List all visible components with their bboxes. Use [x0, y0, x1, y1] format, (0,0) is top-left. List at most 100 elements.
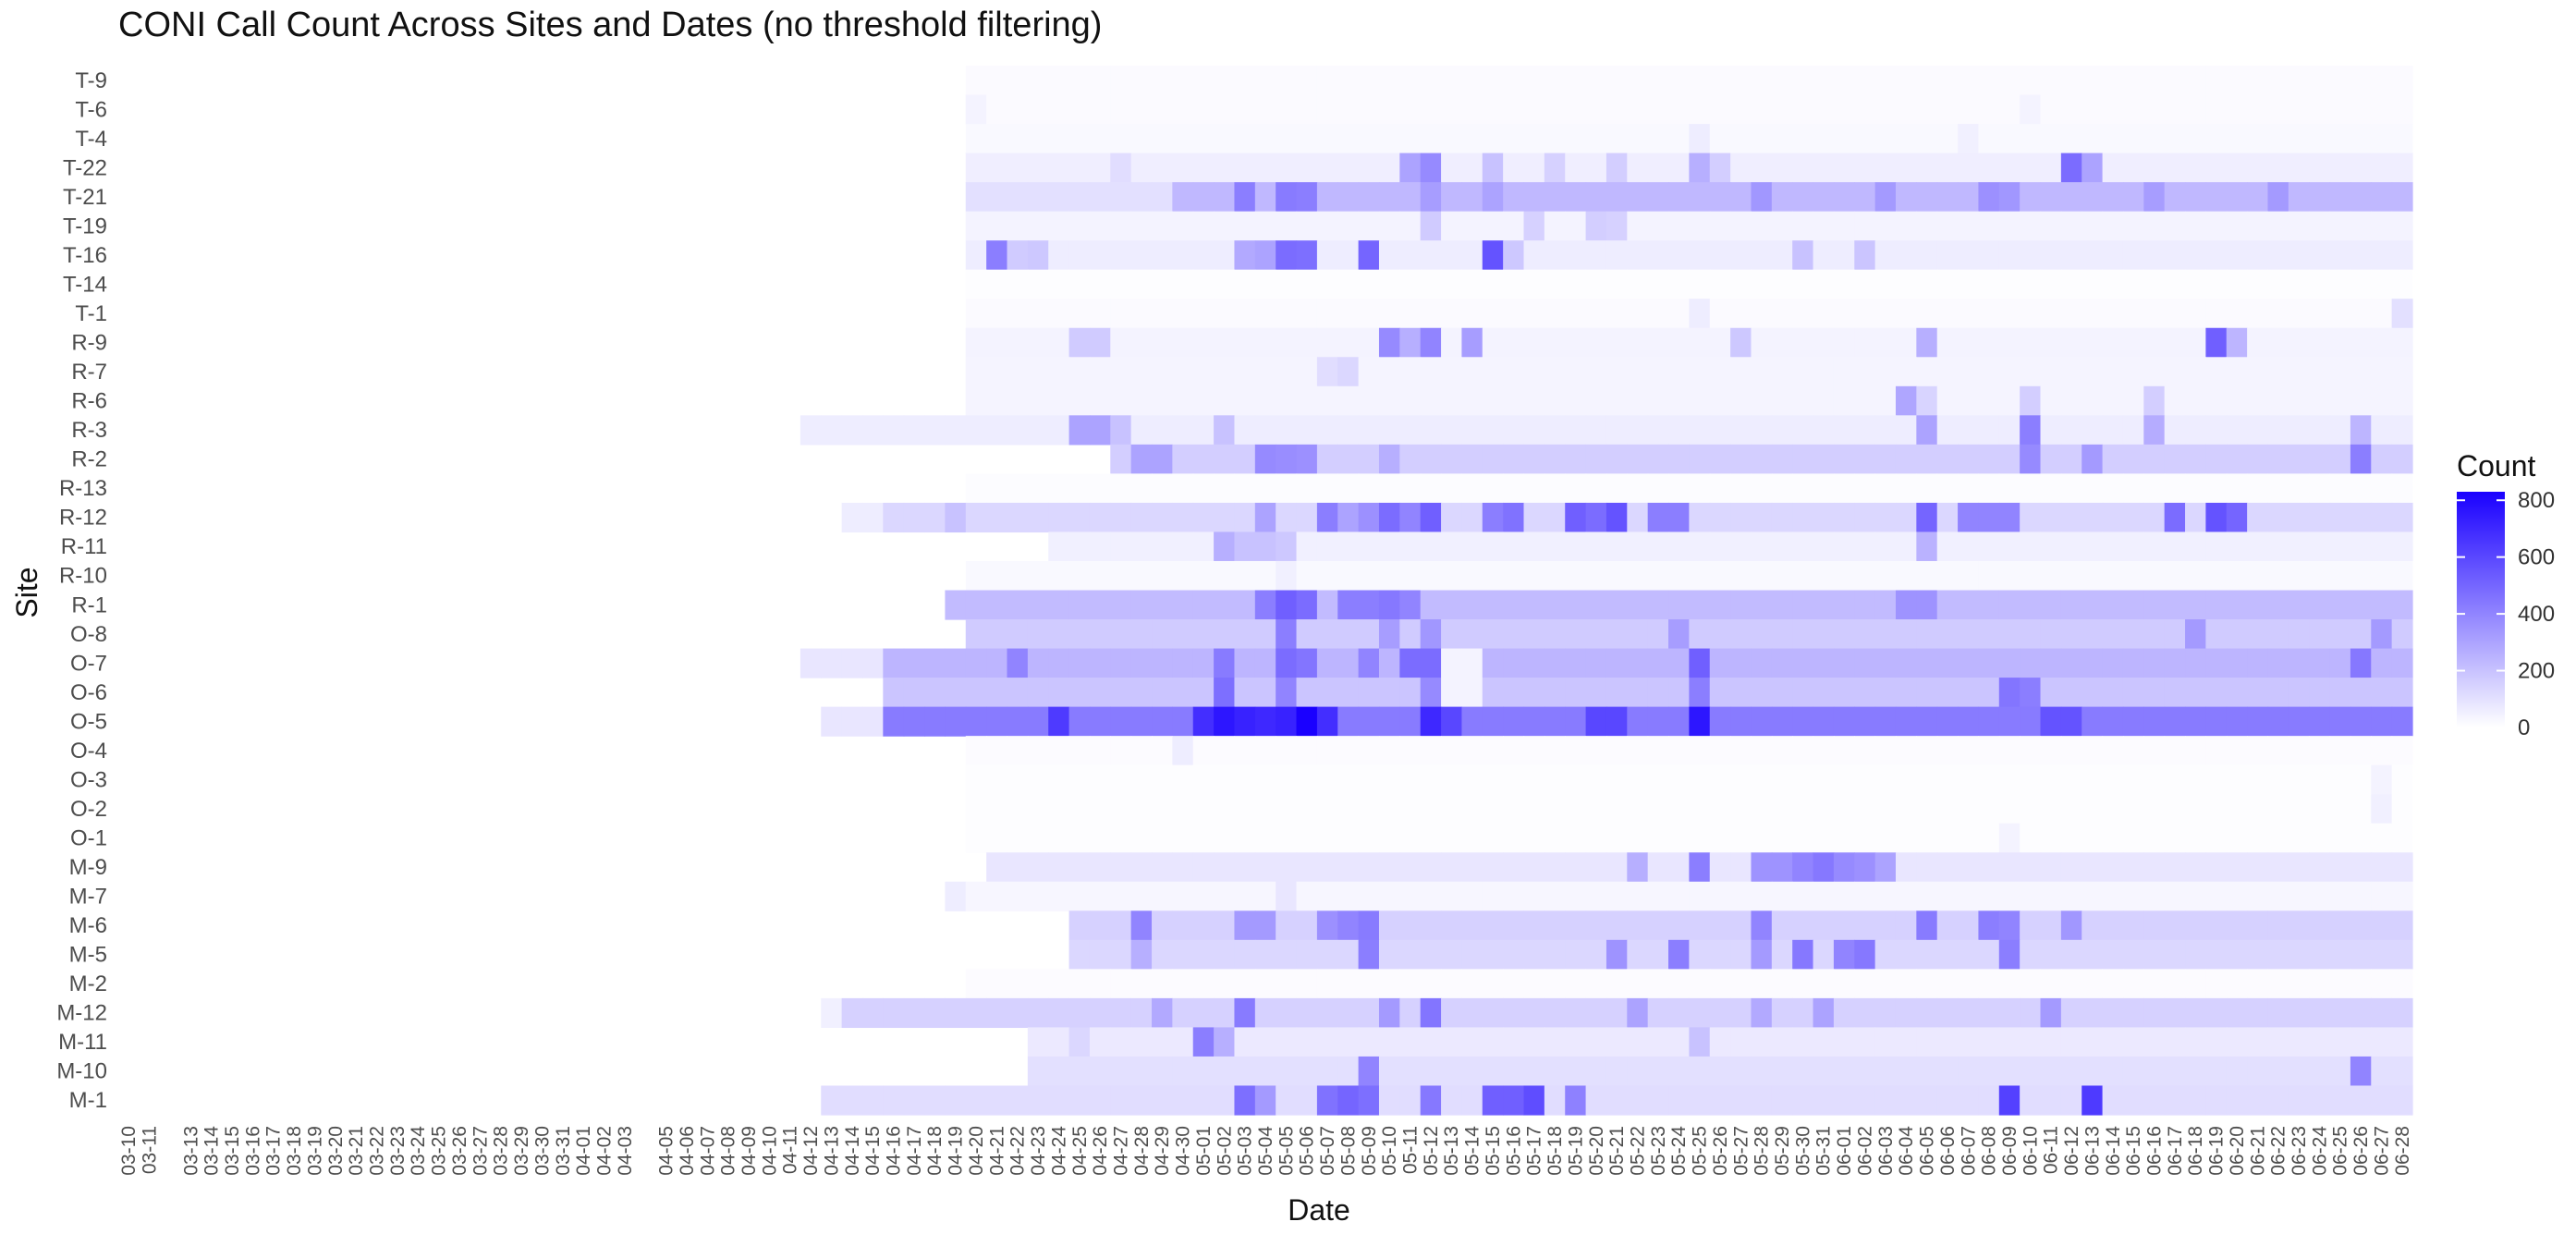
- heatmap-cell: [1483, 503, 1504, 532]
- heatmap-cell: [1276, 882, 1297, 911]
- heatmap-cell: [1916, 824, 1937, 853]
- heatmap-cell: [966, 824, 987, 853]
- heatmap-cell: [986, 969, 1007, 998]
- heatmap-cell: [1441, 736, 1462, 765]
- heatmap-cell: [2143, 969, 2165, 998]
- heatmap-cell: [1730, 357, 1752, 386]
- heatmap-cell: [1399, 299, 1421, 328]
- heatmap-cell: [1854, 619, 1875, 649]
- heatmap-cell: [1276, 1085, 1297, 1115]
- heatmap-cell: [2103, 1085, 2124, 1115]
- heatmap-cell: [2371, 182, 2392, 212]
- heatmap-cell: [1461, 561, 1483, 591]
- heatmap-cells: [800, 66, 2413, 1116]
- heatmap-cell: [2165, 240, 2186, 270]
- heatmap-cell: [1565, 591, 1586, 620]
- heatmap-cell: [1792, 765, 1813, 795]
- x-tick-label: 05-10: [1379, 1126, 1400, 1176]
- heatmap-cell: [1937, 794, 1959, 824]
- heatmap-cell: [1421, 212, 1442, 241]
- heatmap-cell: [2082, 707, 2103, 737]
- heatmap-cell: [1337, 124, 1359, 153]
- heatmap-cell: [1214, 415, 1235, 445]
- heatmap-cell: [1317, 182, 1338, 212]
- heatmap-cell: [2020, 591, 2041, 620]
- heatmap-cell: [1255, 824, 1276, 853]
- x-tick-label: 04-19: [946, 1126, 967, 1176]
- heatmap-cell: [2020, 1085, 2041, 1115]
- heatmap-cell: [1317, 415, 1338, 445]
- heatmap-cell: [1668, 998, 1690, 1028]
- heatmap-cell: [1441, 619, 1462, 649]
- heatmap-cell: [2103, 707, 2124, 737]
- heatmap-cell: [1337, 95, 1359, 125]
- heatmap-cell: [986, 328, 1007, 358]
- heatmap-cell: [2205, 736, 2227, 765]
- heatmap-cell: [1483, 619, 1504, 649]
- heatmap-cell: [1069, 794, 1091, 824]
- heatmap-cell: [1090, 357, 1111, 386]
- heatmap-cell: [1689, 270, 1710, 299]
- heatmap-cell: [1565, 328, 1586, 358]
- heatmap-cell: [1399, 591, 1421, 620]
- heatmap-cell: [1606, 182, 1628, 212]
- heatmap-cell: [1710, 824, 1731, 853]
- heatmap-cell: [1007, 882, 1029, 911]
- heatmap-cell: [1834, 153, 1855, 183]
- heatmap-cell: [1090, 794, 1111, 824]
- x-tick-label: 06-23: [2289, 1126, 2310, 1176]
- heatmap-cell: [1214, 386, 1235, 416]
- heatmap-cell: [2061, 66, 2082, 95]
- heatmap-cell: [2061, 95, 2082, 125]
- heatmap-cell: [2082, 1057, 2103, 1086]
- heatmap-cell: [1544, 299, 1566, 328]
- heatmap-cell: [2103, 561, 2124, 591]
- heatmap-cell: [1337, 824, 1359, 853]
- heatmap-cell: [1586, 824, 1607, 853]
- heatmap-cell: [2123, 736, 2144, 765]
- heatmap-cell: [904, 415, 925, 445]
- heatmap-cell: [2227, 1057, 2248, 1086]
- heatmap-cell: [1896, 765, 1917, 795]
- heatmap-cell: [2371, 386, 2392, 416]
- heatmap-cell: [2227, 415, 2248, 445]
- heatmap-cell: [904, 649, 925, 678]
- heatmap-cell: [1689, 852, 1710, 882]
- heatmap-cell: [2103, 182, 2124, 212]
- heatmap-cell: [2392, 445, 2413, 474]
- heatmap-cell: [1297, 445, 1318, 474]
- heatmap-cell: [1606, 299, 1628, 328]
- heatmap-cell: [2330, 153, 2351, 183]
- legend-title: Count: [2457, 449, 2536, 483]
- heatmap-cell: [1359, 619, 1380, 649]
- heatmap-cell: [1069, 1027, 1091, 1057]
- heatmap-cell: [1544, 794, 1566, 824]
- heatmap-cell: [1503, 386, 1524, 416]
- heatmap-cell: [1958, 124, 1979, 153]
- heatmap-cell: [1193, 357, 1215, 386]
- heatmap-cell: [1359, 561, 1380, 591]
- heatmap-cell: [2165, 940, 2186, 970]
- heatmap-cell: [2392, 998, 2413, 1028]
- heatmap-cell: [1606, 1027, 1628, 1057]
- heatmap-cell: [2330, 473, 2351, 503]
- heatmap-cell: [1317, 940, 1338, 970]
- heatmap-cell: [2227, 649, 2248, 678]
- heatmap-cell: [2041, 561, 2062, 591]
- heatmap-cell: [2392, 910, 2413, 940]
- heatmap-cell: [1461, 503, 1483, 532]
- x-tick-label: 05-30: [1792, 1126, 1813, 1176]
- heatmap-cell: [1483, 328, 1504, 358]
- heatmap-cell: [1999, 95, 2021, 125]
- heatmap-cell: [2330, 240, 2351, 270]
- heatmap-cell: [1875, 182, 1897, 212]
- heatmap-cell: [2371, 852, 2392, 882]
- heatmap-cell: [2205, 591, 2227, 620]
- heatmap-cell: [1813, 1085, 1835, 1115]
- heatmap-cell: [1544, 445, 1566, 474]
- heatmap-cell: [1813, 591, 1835, 620]
- heatmap-cell: [1503, 765, 1524, 795]
- heatmap-cell: [2185, 1027, 2206, 1057]
- heatmap-cell: [1399, 503, 1421, 532]
- heatmap-cell: [1379, 386, 1400, 416]
